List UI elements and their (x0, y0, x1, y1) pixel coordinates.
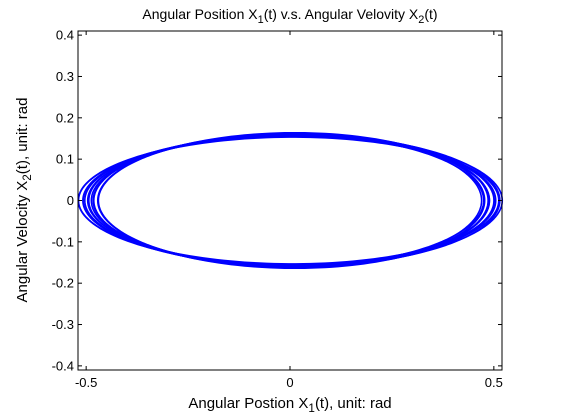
x-axis-label: Angular Postion X1(t), unit: rad (188, 395, 391, 415)
ticks-layer: -0.5 0 0.5 -0.4 -0.3 -0.2 -0.1 0 0.1 0.2 0.3 0.4 (52, 28, 503, 390)
x-tick-label: 0.5 (485, 375, 503, 390)
y-tick-label: 0.4 (56, 28, 74, 43)
y-tick-label: 0.2 (56, 110, 74, 125)
y-tick-label: -0.2 (52, 276, 74, 291)
chart-title: Angular Position X1(t) v.s. Angular Velo… (142, 6, 437, 26)
y-tick-label: -0.4 (52, 358, 74, 373)
y-tick-label: 0 (67, 193, 74, 208)
x-tick-label: -0.5 (75, 375, 97, 390)
y-axis-label: Angular Velocity X2(t), unit: rad (14, 98, 34, 303)
y-tick-label: -0.3 (52, 317, 74, 332)
y-tick-label: 0.3 (56, 69, 74, 84)
axes-background (78, 31, 502, 370)
y-tick-label: 0.1 (56, 152, 74, 167)
x-tick-label: 0 (286, 375, 293, 390)
y-tick-label: -0.1 (52, 234, 74, 249)
orbit-loop (82, 134, 501, 267)
